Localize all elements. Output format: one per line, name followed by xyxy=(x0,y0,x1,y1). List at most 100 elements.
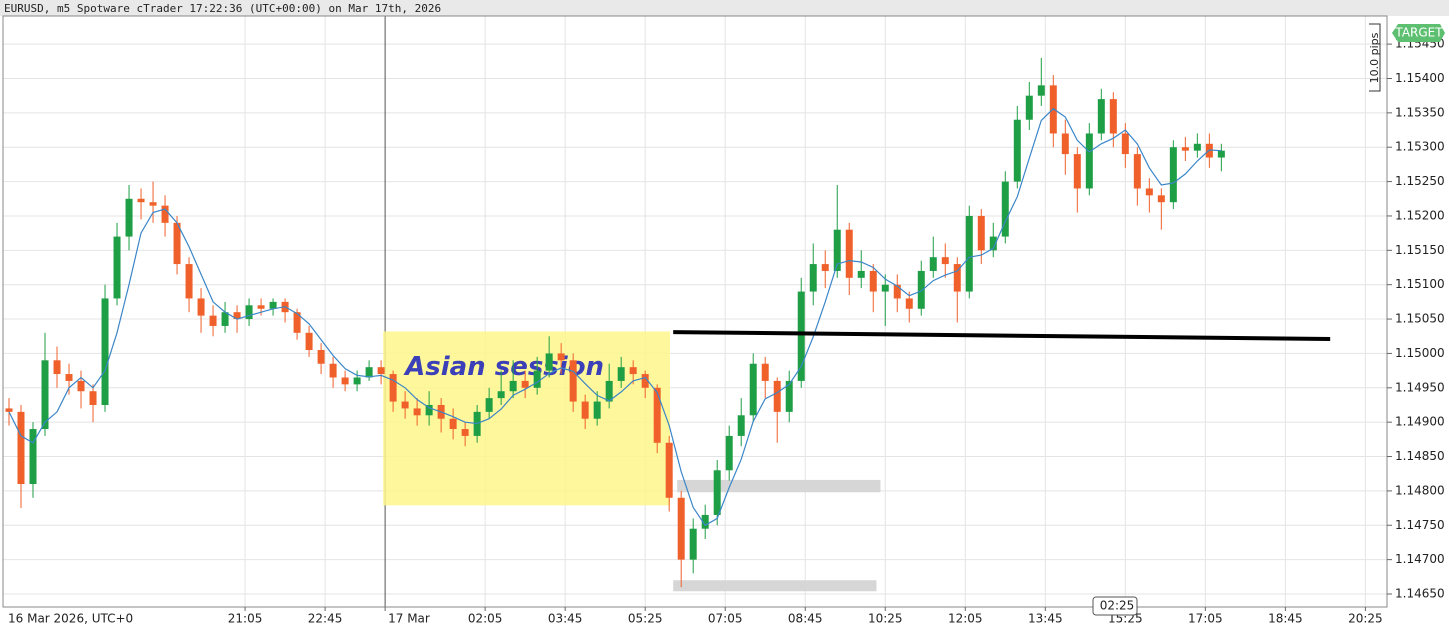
y-tick-label: 1.15000 xyxy=(1395,346,1445,360)
candle-body xyxy=(941,257,949,265)
header-bar xyxy=(0,0,1449,16)
candle-body xyxy=(77,380,85,392)
y-tick-label: 1.14950 xyxy=(1395,380,1445,394)
candle-body xyxy=(1097,99,1105,134)
candle-body xyxy=(1181,147,1189,151)
session-zone xyxy=(383,331,670,506)
axes: 1.14650 1.14700 1.14750 1.14800 1.14850 1.149… xyxy=(228,37,1445,626)
liquidity-box xyxy=(673,580,877,592)
candle-body xyxy=(485,398,493,412)
liquidity-box xyxy=(677,479,881,493)
candle-body xyxy=(1109,99,1117,134)
y-tick-label: 1.15100 xyxy=(1395,277,1445,291)
candle-body xyxy=(1157,195,1165,203)
candle-body xyxy=(509,380,517,392)
candle-body xyxy=(725,435,733,471)
x-tick-label: 20:25 xyxy=(1348,612,1383,626)
candle-body xyxy=(689,528,697,560)
candle-body xyxy=(101,298,109,405)
y-tick-label: 1.14750 xyxy=(1395,518,1445,532)
candle-body xyxy=(581,401,589,419)
candle-body xyxy=(29,429,37,485)
candle-body xyxy=(881,284,889,292)
candle-body xyxy=(629,367,637,375)
x-tick-label: 10:25 xyxy=(868,612,903,626)
y-tick-label: 1.14700 xyxy=(1395,552,1445,566)
x-tick-label: 05:25 xyxy=(628,612,663,626)
pips-ruler xyxy=(1369,23,1381,92)
ruler-label: 10.0 pips xyxy=(1368,32,1381,83)
candle-body xyxy=(1013,119,1021,182)
candle-body xyxy=(269,301,277,309)
candle-body xyxy=(545,353,553,371)
candle-body xyxy=(401,401,409,409)
candle-body xyxy=(65,374,73,381)
candle-body xyxy=(1193,143,1201,151)
candle-body xyxy=(713,470,721,515)
candles xyxy=(5,57,1331,588)
x-tick-label: 03:45 xyxy=(548,612,583,626)
candle-body xyxy=(953,264,961,292)
candle-body xyxy=(905,298,913,309)
candle-body xyxy=(149,202,157,206)
candle-body xyxy=(413,408,421,416)
candle-body xyxy=(593,401,601,419)
candle-body xyxy=(353,377,361,385)
candle-body xyxy=(377,367,385,375)
candle-body xyxy=(293,312,301,333)
candle-body xyxy=(701,514,709,529)
candle-body xyxy=(653,387,661,443)
candle-body xyxy=(341,377,349,385)
candle-body xyxy=(761,363,769,381)
candle-body xyxy=(497,391,505,399)
candle-body xyxy=(1001,181,1009,237)
countdown-box xyxy=(1092,596,1138,616)
moving-average xyxy=(8,107,1222,527)
candle-body xyxy=(917,270,925,309)
candle-body xyxy=(1145,188,1153,196)
candle-body xyxy=(773,380,781,412)
date-label: 16 Mar 2026, UTC+0 xyxy=(8,612,133,626)
target-label: TARGET xyxy=(1394,26,1443,40)
candle-body xyxy=(449,418,457,430)
candle-body xyxy=(617,367,625,381)
candle-body xyxy=(317,349,325,364)
candle-body xyxy=(533,370,541,388)
candle-body xyxy=(161,205,169,223)
candle-body xyxy=(209,315,217,326)
y-tick-label: 1.15200 xyxy=(1395,208,1445,222)
candle-body xyxy=(185,264,193,299)
candle-body xyxy=(1073,154,1081,189)
candle-body xyxy=(569,360,577,402)
y-tick-label: 1.14800 xyxy=(1395,483,1445,497)
y-tick-label: 1.15350 xyxy=(1395,105,1445,119)
x-tick-label: 18:45 xyxy=(1268,612,1303,626)
candle-body xyxy=(785,380,793,412)
candle-body xyxy=(425,404,433,416)
candle-body xyxy=(665,442,673,498)
candle-body xyxy=(605,380,613,402)
candle-body xyxy=(113,236,121,299)
candle-body xyxy=(365,367,373,378)
x-tick-label: 07:05 xyxy=(708,612,743,626)
y-tick-label: 1.15300 xyxy=(1395,140,1445,154)
x-tick-label: 13:45 xyxy=(1028,612,1063,626)
candle-body xyxy=(17,411,25,485)
candle-body xyxy=(1025,95,1033,120)
candle-body xyxy=(1169,147,1177,203)
y-tick-label: 1.15150 xyxy=(1395,243,1445,257)
candle-body xyxy=(749,363,757,416)
candle-body xyxy=(989,236,997,251)
x-tick-label: 17:05 xyxy=(1188,612,1223,626)
x-tick-label: 21:05 xyxy=(228,612,263,626)
x-tick-label: 12:05 xyxy=(948,612,983,626)
candle-body xyxy=(245,305,253,320)
candle-body xyxy=(809,264,817,292)
x-tick-label: 08:45 xyxy=(788,612,823,626)
candle-body xyxy=(1121,133,1129,155)
candle-body xyxy=(1133,154,1141,189)
countdown-label: 02:25 xyxy=(1100,599,1135,613)
level-line xyxy=(673,330,1331,341)
